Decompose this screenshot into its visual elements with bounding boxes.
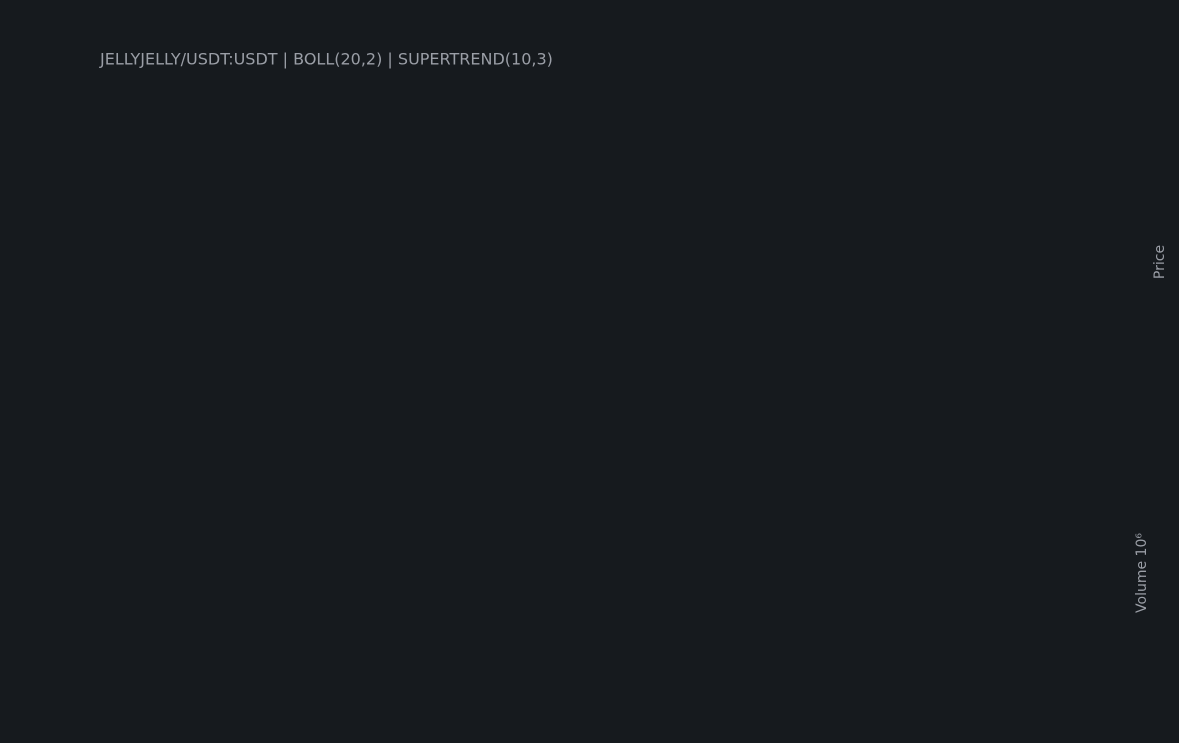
price-panel [52,12,1088,508]
y-axis-label: Price [1152,245,1168,279]
chart-title: JELLYJELLY/USDT:USDT | BOLL(20,2) | SUPE… [99,50,553,69]
volume-axis-label: Volume 10⁶ [1134,533,1150,613]
volume-panel [52,513,1088,634]
